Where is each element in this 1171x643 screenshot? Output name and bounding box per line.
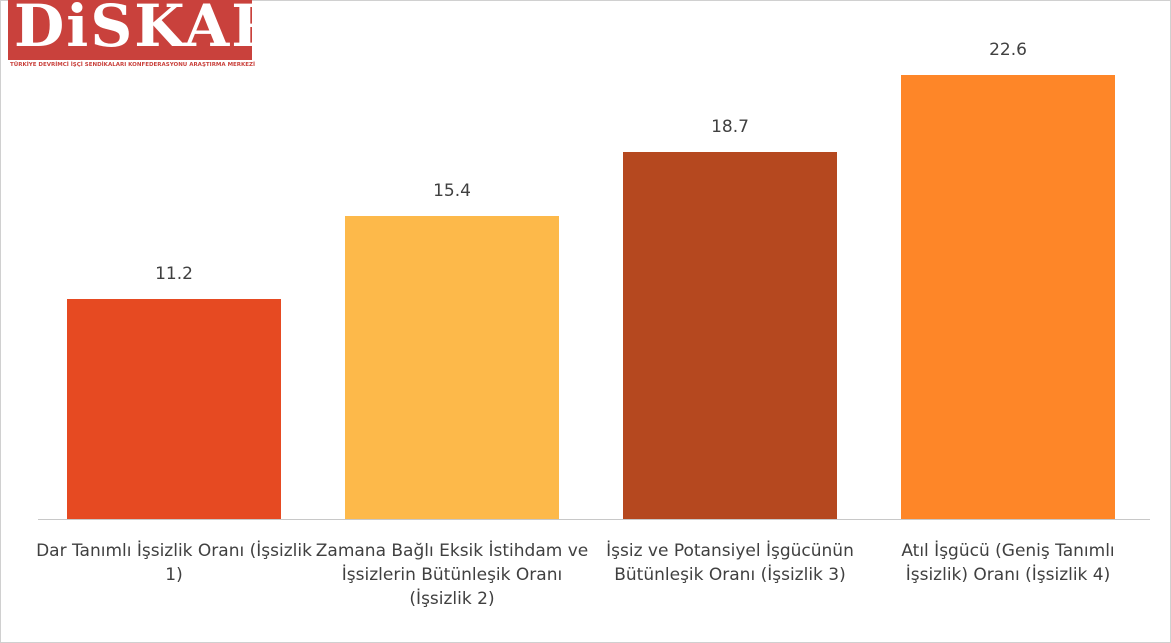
bar: [901, 75, 1115, 519]
x-tick-label: Zamana Bağlı Eksik İstihdam ve İşsizleri…: [315, 541, 589, 609]
logo-tagline: TÜRKİYE DEVRİMCİ İŞÇİ SENDİKALARI KONFED…: [10, 62, 256, 68]
x-tick-label: Dar Tanımlı İşsizlik Oranı (İşsizlik 1): [36, 541, 312, 585]
bar: [67, 298, 281, 519]
x-tick-label: İşsiz ve Potansiyel İşgücünün Bütünleşik…: [606, 541, 854, 585]
value-label: 15.4: [433, 181, 471, 202]
axis-line: [38, 519, 1150, 520]
logo-box: [8, 0, 252, 60]
value-label: 18.7: [711, 116, 749, 137]
bar: [623, 151, 837, 519]
bar: [345, 216, 559, 519]
x-tick-label: Atıl İşgücü (Geniş Tanımlı İşsizlik) Ora…: [901, 541, 1115, 585]
value-label: 11.2: [155, 263, 193, 284]
logo-name: DiSKAR: [14, 0, 282, 60]
logo: DiSKAR TÜRKİYE DEVRİMCİ İŞÇİ SENDİKALARI…: [8, 0, 279, 72]
value-label: 22.6: [989, 40, 1027, 60]
